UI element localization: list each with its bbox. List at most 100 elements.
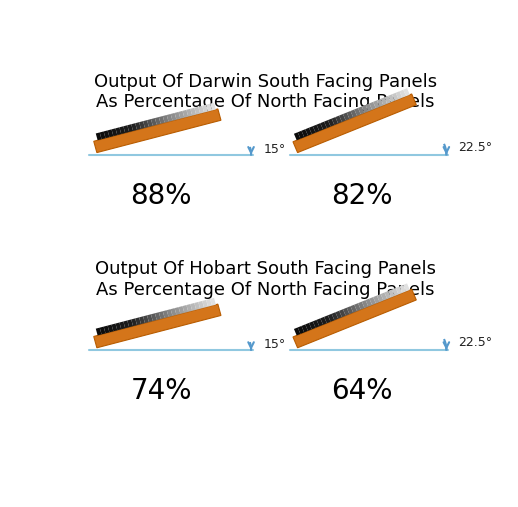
Polygon shape bbox=[293, 289, 416, 348]
Polygon shape bbox=[186, 304, 192, 312]
Polygon shape bbox=[143, 315, 149, 323]
Polygon shape bbox=[358, 302, 365, 310]
Polygon shape bbox=[170, 113, 177, 121]
Polygon shape bbox=[351, 110, 357, 118]
Polygon shape bbox=[186, 109, 192, 117]
Polygon shape bbox=[111, 323, 118, 332]
Text: 15°: 15° bbox=[264, 143, 286, 156]
Polygon shape bbox=[369, 297, 376, 305]
Text: Output Of Hobart South Facing Panels
As Percentage Of North Facing Panels: Output Of Hobart South Facing Panels As … bbox=[95, 260, 436, 299]
Polygon shape bbox=[94, 304, 221, 348]
Polygon shape bbox=[320, 122, 327, 130]
Polygon shape bbox=[108, 324, 113, 333]
Polygon shape bbox=[373, 296, 380, 304]
Polygon shape bbox=[108, 129, 113, 137]
Polygon shape bbox=[388, 289, 395, 298]
Polygon shape bbox=[399, 90, 406, 98]
Polygon shape bbox=[120, 126, 125, 134]
Polygon shape bbox=[127, 124, 133, 132]
Polygon shape bbox=[298, 131, 304, 139]
Polygon shape bbox=[392, 288, 398, 296]
Polygon shape bbox=[151, 118, 157, 126]
Polygon shape bbox=[301, 324, 308, 333]
Polygon shape bbox=[313, 320, 319, 328]
Polygon shape bbox=[354, 303, 361, 311]
Polygon shape bbox=[384, 291, 391, 299]
Polygon shape bbox=[309, 126, 315, 134]
Polygon shape bbox=[362, 105, 368, 113]
Polygon shape bbox=[127, 319, 133, 327]
Polygon shape bbox=[94, 109, 221, 153]
Text: 22.5°: 22.5° bbox=[458, 336, 493, 349]
Polygon shape bbox=[305, 323, 312, 331]
Polygon shape bbox=[182, 110, 189, 118]
Text: 64%: 64% bbox=[331, 377, 393, 405]
Polygon shape bbox=[332, 117, 338, 125]
Polygon shape bbox=[384, 96, 391, 104]
Polygon shape bbox=[99, 131, 106, 139]
Polygon shape bbox=[324, 315, 330, 323]
Polygon shape bbox=[155, 117, 161, 125]
Polygon shape bbox=[347, 306, 353, 314]
Polygon shape bbox=[377, 294, 383, 302]
Polygon shape bbox=[131, 123, 137, 131]
Polygon shape bbox=[294, 328, 300, 336]
Polygon shape bbox=[182, 305, 189, 313]
Polygon shape bbox=[111, 128, 118, 136]
Polygon shape bbox=[198, 106, 204, 114]
Polygon shape bbox=[194, 107, 200, 115]
Polygon shape bbox=[179, 111, 184, 119]
Polygon shape bbox=[316, 318, 323, 327]
Polygon shape bbox=[96, 328, 102, 336]
Polygon shape bbox=[210, 102, 216, 111]
Polygon shape bbox=[175, 112, 180, 120]
Polygon shape bbox=[159, 311, 165, 319]
Polygon shape bbox=[104, 130, 109, 138]
Polygon shape bbox=[339, 309, 346, 317]
Polygon shape bbox=[343, 308, 350, 316]
Text: 15°: 15° bbox=[264, 338, 286, 351]
Polygon shape bbox=[202, 300, 208, 308]
Polygon shape bbox=[392, 93, 398, 101]
Polygon shape bbox=[294, 132, 300, 140]
Polygon shape bbox=[339, 114, 346, 122]
Polygon shape bbox=[123, 125, 129, 133]
Polygon shape bbox=[151, 313, 157, 321]
Polygon shape bbox=[116, 127, 121, 135]
Polygon shape bbox=[147, 119, 153, 127]
Text: Output Of Darwin South Facing Panels
As Percentage Of North Facing Panels: Output Of Darwin South Facing Panels As … bbox=[94, 73, 437, 112]
Polygon shape bbox=[147, 314, 153, 322]
Polygon shape bbox=[328, 314, 335, 322]
Polygon shape bbox=[131, 318, 137, 326]
Polygon shape bbox=[335, 311, 342, 319]
Polygon shape bbox=[96, 132, 102, 140]
Polygon shape bbox=[404, 88, 410, 96]
Polygon shape bbox=[167, 309, 172, 317]
Polygon shape bbox=[163, 310, 168, 318]
Polygon shape bbox=[139, 316, 145, 324]
Polygon shape bbox=[332, 312, 338, 320]
Polygon shape bbox=[373, 100, 380, 108]
Polygon shape bbox=[123, 320, 129, 328]
Polygon shape bbox=[155, 312, 161, 320]
Polygon shape bbox=[139, 121, 145, 129]
Polygon shape bbox=[305, 128, 312, 136]
Polygon shape bbox=[396, 91, 402, 99]
Polygon shape bbox=[159, 116, 165, 124]
Polygon shape bbox=[347, 111, 353, 119]
Polygon shape bbox=[301, 129, 308, 137]
Polygon shape bbox=[381, 97, 387, 105]
Polygon shape bbox=[104, 325, 109, 334]
Polygon shape bbox=[388, 94, 395, 102]
Polygon shape bbox=[358, 106, 365, 115]
Polygon shape bbox=[298, 326, 304, 334]
Polygon shape bbox=[354, 108, 361, 116]
Polygon shape bbox=[396, 286, 402, 295]
Polygon shape bbox=[179, 306, 184, 314]
Polygon shape bbox=[143, 120, 149, 128]
Polygon shape bbox=[293, 94, 416, 153]
Polygon shape bbox=[163, 115, 168, 123]
Polygon shape bbox=[351, 305, 357, 313]
Polygon shape bbox=[324, 120, 330, 128]
Polygon shape bbox=[404, 283, 410, 292]
